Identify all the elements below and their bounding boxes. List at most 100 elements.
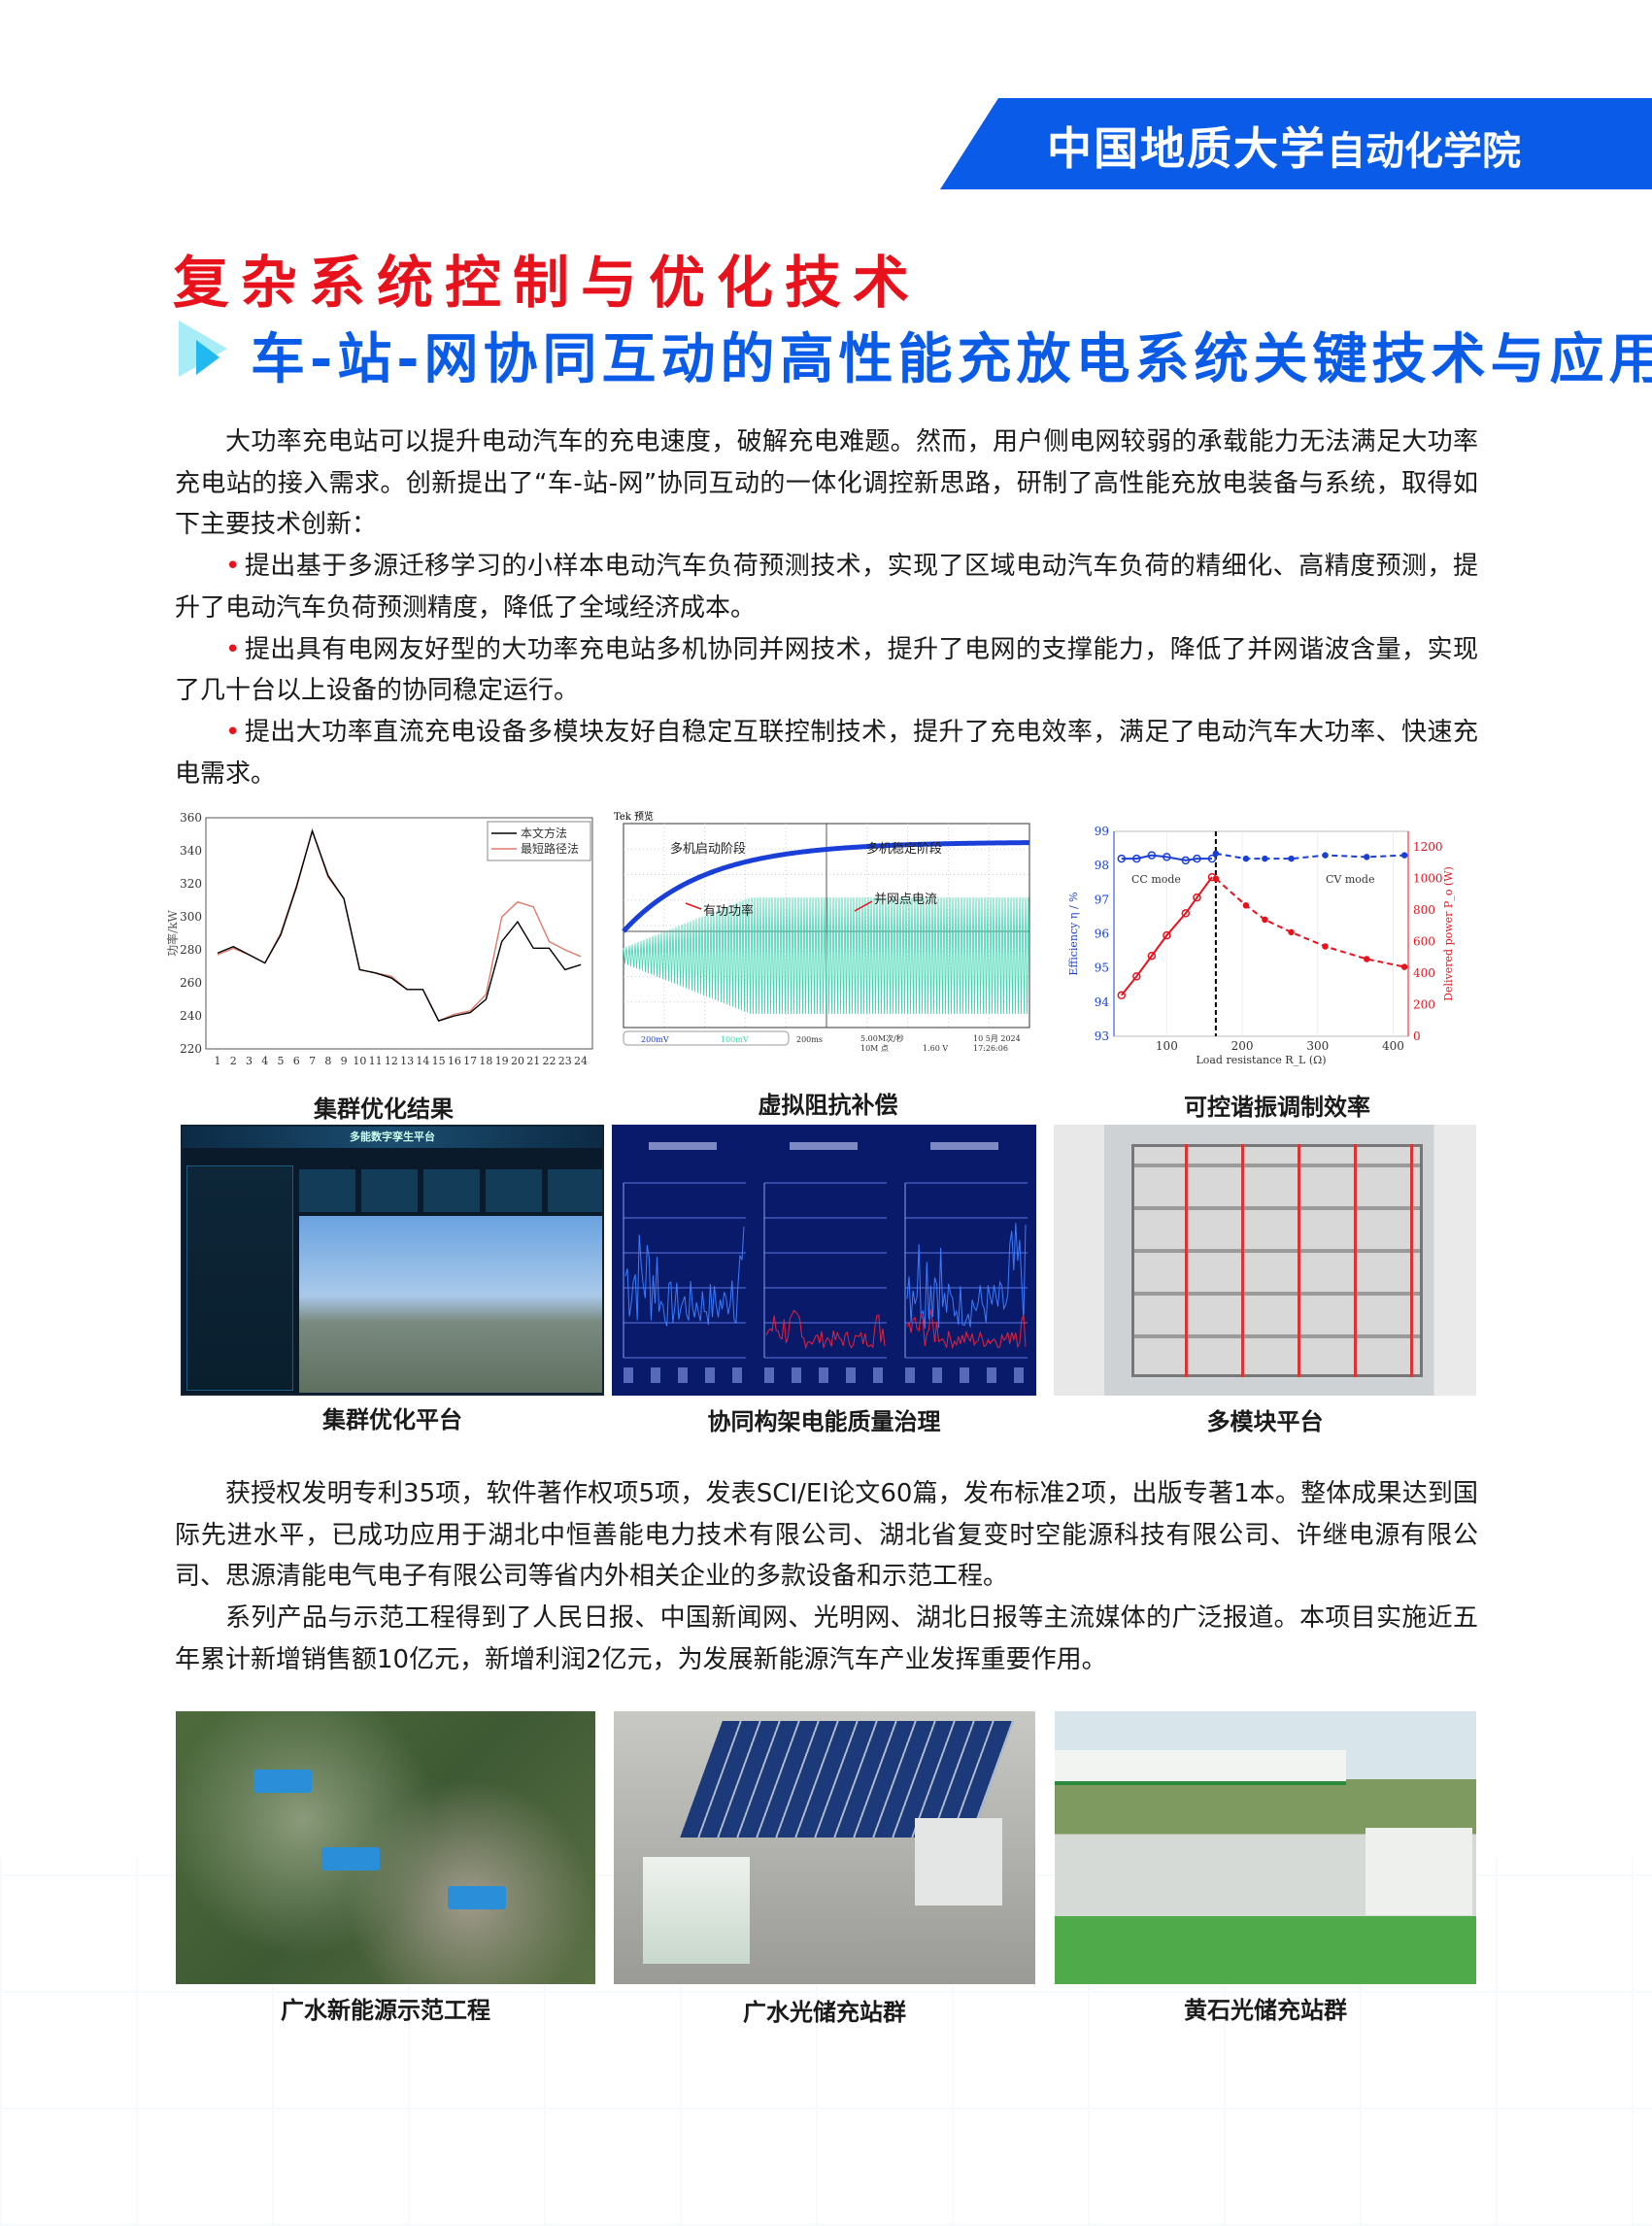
x-tick-label: [705, 1367, 715, 1383]
y-tick-label: 94: [1095, 995, 1110, 1009]
x-tick-label: 13: [400, 1055, 414, 1067]
caption-fig8: 广水光储充站群: [743, 1999, 906, 2026]
x-tick-label: 4: [261, 1055, 268, 1067]
storage-cabinet: [915, 1818, 1002, 1906]
y2-tick-label: 200: [1413, 998, 1435, 1012]
x-tick-label: [624, 1367, 633, 1383]
data-point: [1212, 875, 1220, 882]
results-paragraph: 系列产品与示范工程得到了人民日报、中国新闻网、光明网、湖北日报等主流媒体的广泛报…: [175, 1603, 1478, 1674]
scope-header: Tek 预览: [614, 810, 654, 823]
y2-axis-label: Delivered power P_o (W): [1442, 866, 1455, 1001]
x-tick-label: 1: [215, 1055, 221, 1067]
plot-frame: [1113, 830, 1409, 1037]
current-waveform: [623, 896, 1029, 1015]
annotation: 多机启动阶段: [670, 841, 746, 857]
caption-fig2: 虚拟阻抗补偿: [758, 1092, 898, 1119]
school-name: 自动化学院: [1327, 129, 1521, 174]
x-tick-label: 2: [230, 1055, 237, 1067]
x-tick-label: [792, 1367, 801, 1383]
data-point: [1207, 854, 1217, 863]
y-tick-label: 260: [180, 976, 202, 990]
y2-tick-label: 1200: [1413, 840, 1443, 854]
data-point: [1147, 851, 1157, 860]
bullet-dot-icon: •: [225, 634, 241, 664]
play-icon: [179, 320, 227, 377]
caption-fig5: 协同构架电能质量治理: [707, 1408, 941, 1435]
data-point: [1288, 928, 1295, 936]
bullet-text: 提出基于多源迁移学习的小样本电动汽车负荷预测技术，实现了区域电动汽车负荷的精细化…: [175, 552, 1478, 623]
annotation-cc-mode: CC mode: [1131, 873, 1181, 886]
x-tick-label: [651, 1367, 660, 1383]
data-point: [1322, 852, 1329, 859]
x-tick-label: 23: [558, 1055, 572, 1067]
caption-fig9: 黄石光储充站群: [1184, 1997, 1347, 2024]
x-tick-label: 8: [324, 1055, 331, 1067]
panel-title: [930, 1142, 998, 1150]
results-section: 获授权发明专利35项，软件著作权项5项，发表SCI/EI论文60篇，发布标准2项…: [175, 1473, 1478, 1681]
bullet-item: • 提出大功率直流充电设备多模块友好自稳定互联控制技术，提升了充电效率，满足了电动…: [175, 712, 1478, 794]
after-series-line: [765, 1309, 886, 1350]
y2-tick-label: 400: [1413, 966, 1435, 980]
channel-1-scale: 200mV: [641, 1035, 669, 1044]
panel-background: [612, 1125, 1036, 1396]
x-tick-label: 12: [385, 1055, 398, 1067]
annotation: 并网点电流: [874, 893, 937, 907]
data-point: [1163, 853, 1171, 861]
data-point: [1193, 893, 1201, 902]
bullet-dot-icon: •: [225, 552, 241, 582]
x-tick-label: 16: [448, 1055, 461, 1067]
x-tick-label: 21: [526, 1055, 540, 1067]
red-cables: [1131, 1144, 1423, 1377]
x-tick-label: [819, 1367, 828, 1383]
annotation: 多机稳定阶段: [866, 841, 942, 857]
x-tick-label: 24: [574, 1055, 588, 1067]
x-tick-label: 22: [542, 1055, 556, 1067]
data-point: [1163, 930, 1171, 940]
x-tick-label: 7: [309, 1055, 316, 1067]
data-point: [1181, 909, 1191, 918]
annotation: 有功功率: [703, 903, 754, 919]
y-tick-label: 320: [180, 877, 202, 891]
legend-box: [487, 821, 591, 861]
x-tick-label: 15: [432, 1055, 446, 1067]
caption-fig6: 多模块平台: [1206, 1408, 1324, 1435]
y-tick-label: 98: [1095, 859, 1109, 872]
data-point: [1400, 852, 1408, 859]
solar-carport-photo: [614, 1711, 1035, 1984]
x-tick-label: 18: [479, 1055, 492, 1067]
timebase: 200ms: [796, 1035, 823, 1044]
scope-date: 10 5月 2024: [973, 1034, 1021, 1043]
intro-section: 大功率充电站可以提升电动汽车的充电速度，破解充电难题。然而，用户侧电网较弱的承载…: [175, 422, 1478, 794]
university-logo: 中国地质大学自动化学院: [1047, 114, 1521, 178]
y-axis-label: Efficiency η / %: [1067, 892, 1080, 975]
bullet-text: 提出具有电网友好型的大功率充电站多机协同并网技术，提升了电网的支撑能力，降低了并…: [175, 634, 1478, 706]
data-point: [1117, 854, 1127, 863]
x-tick-label: [846, 1367, 856, 1383]
x-tick-label: [905, 1367, 915, 1383]
power-waveform: [622, 840, 1030, 933]
station-canopy: [1055, 1750, 1346, 1785]
data-point: [1400, 963, 1408, 970]
x-tick-label: [987, 1367, 996, 1383]
x-tick-label: 6: [293, 1055, 300, 1067]
map-label: [448, 1886, 506, 1909]
charging-cabinet: [643, 1857, 750, 1964]
platform-title: 多能数字孪生平台: [183, 1127, 602, 1148]
multi-module-photo: [1054, 1125, 1476, 1396]
sample-rate: 5.00M次/秒: [860, 1033, 904, 1043]
y-tick-label: 220: [180, 1042, 202, 1056]
x-tick-label: 300: [1306, 1039, 1329, 1053]
results-paragraph: 获授权发明专利35项，软件著作权项5项，发表SCI/EI论文60篇，发布标准2项…: [175, 1479, 1478, 1592]
x-tick-label: 20: [511, 1055, 524, 1067]
data-point: [1117, 991, 1127, 1000]
y2-tick-label: 800: [1413, 903, 1435, 917]
x-tick-label: [1014, 1367, 1024, 1383]
y-tick-label: 95: [1095, 961, 1109, 975]
y-tick-label: 300: [180, 910, 202, 924]
scope-time: 17:26:06: [973, 1044, 1008, 1053]
bullet-text: 提出大功率直流充电设备多模块友好自稳定互联控制技术，提升了充电效率，满足了电动汽…: [175, 717, 1478, 789]
y-tick-label: 340: [180, 844, 202, 858]
x-tick-label: 9: [341, 1055, 348, 1067]
